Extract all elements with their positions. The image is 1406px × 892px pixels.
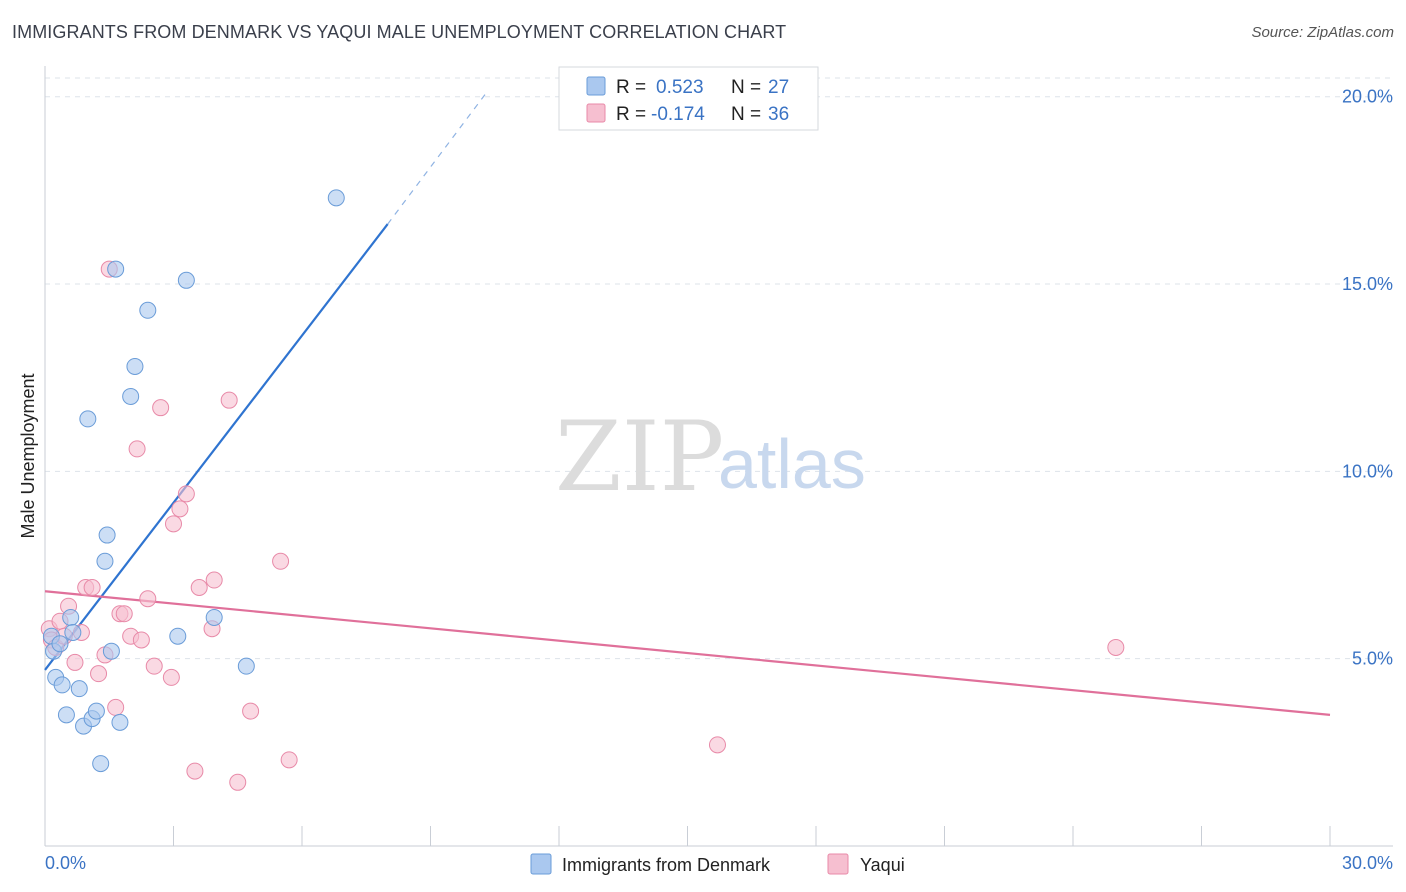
point-yaqui [229, 773, 247, 791]
point-yaqui [220, 391, 238, 409]
point-yaqui [186, 762, 204, 780]
point-yaqui [177, 485, 195, 503]
point-yaqui [83, 579, 101, 597]
point-yaqui [132, 631, 150, 649]
chart-title: IMMIGRANTS FROM DENMARK VS YAQUI MALE UN… [12, 22, 787, 42]
bottom-legend-label-denmark: Immigrants from Denmark [562, 855, 771, 875]
source-label: Source: ZipAtlas.com [1251, 24, 1394, 41]
legend-n-label-yaqui: N = [731, 104, 761, 125]
point-yaqui [145, 657, 163, 675]
legend-r-label-denmark: R = [616, 77, 646, 98]
point-yaqui [139, 590, 157, 608]
point-denmark [98, 526, 116, 544]
legend-n-label-denmark: N = [731, 77, 761, 98]
point-yaqui [162, 668, 180, 686]
legend-swatch-yaqui [586, 103, 606, 123]
watermark-zip: ZIP [555, 401, 724, 513]
trend-line-yaqui [44, 590, 1331, 716]
point-yaqui [152, 399, 170, 417]
point-denmark [126, 357, 144, 375]
y-tick-label: 5.0% [1352, 649, 1393, 669]
point-yaqui [66, 653, 84, 671]
y-tick-label: 15.0% [1342, 274, 1393, 294]
point-denmark [51, 635, 69, 653]
point-denmark [79, 410, 97, 428]
bottom-legend-label-yaqui: Yaqui [860, 855, 905, 875]
point-denmark [92, 755, 110, 773]
grid-lines [45, 77, 1393, 660]
bottom-legend-swatch-denmark [530, 853, 552, 875]
legend-n-value-denmark: 27 [768, 77, 789, 98]
point-denmark [237, 657, 255, 675]
point-yaqui [107, 698, 125, 716]
point-yaqui [272, 552, 290, 570]
point-denmark [205, 608, 223, 626]
point-yaqui [190, 579, 208, 597]
bottom-legend-swatch-yaqui [827, 853, 849, 875]
watermark-atlas: atlas [718, 425, 866, 503]
legend-swatch-denmark [586, 76, 606, 96]
trend-lines [44, 92, 1331, 716]
point-yaqui [205, 571, 223, 589]
point-yaqui [165, 515, 182, 533]
axes [44, 66, 1393, 847]
point-yaqui [242, 702, 260, 720]
legend-r-value-yaqui: -0.174 [651, 104, 705, 125]
tick-labels: 5.0% 10.0% 15.0% 20.0% 0.0% 30.0% [45, 87, 1393, 873]
trend-line-denmark [44, 223, 389, 671]
point-denmark [139, 301, 157, 319]
point-denmark [169, 627, 187, 645]
watermark: ZIP atlas [555, 401, 866, 513]
series-legend: Immigrants from Denmark Yaqui [530, 853, 905, 875]
data-points [40, 189, 1125, 791]
point-denmark [102, 642, 120, 660]
legend-r-label-yaqui: R = [616, 104, 646, 125]
point-denmark [87, 702, 105, 720]
point-denmark [177, 271, 195, 289]
correlation-legend: R = 0.523 N = 27 R = -0.174 N = 36 [558, 66, 819, 131]
legend-r-value-denmark: 0.523 [656, 77, 704, 98]
point-yaqui [128, 440, 146, 458]
point-yaqui [708, 736, 726, 754]
point-denmark [122, 387, 140, 405]
y-tick-label: 20.0% [1342, 87, 1393, 107]
y-tick-label: 10.0% [1342, 461, 1393, 481]
legend-n-value-yaqui: 36 [768, 104, 789, 125]
point-yaqui [90, 665, 108, 683]
point-yaqui [115, 605, 133, 623]
point-denmark [53, 676, 71, 694]
point-yaqui [171, 500, 189, 518]
y-axis-label: Male Unemployment [18, 373, 38, 538]
trend-line-denmark-extension [387, 92, 487, 225]
point-denmark [70, 680, 88, 698]
point-denmark [107, 260, 125, 278]
point-yaqui [1107, 638, 1125, 656]
point-yaqui [280, 751, 298, 769]
x-tick-label: 0.0% [45, 853, 86, 873]
point-denmark [57, 706, 75, 724]
point-denmark [62, 608, 80, 626]
x-tick-label: 30.0% [1342, 853, 1393, 873]
point-denmark [64, 623, 82, 641]
point-denmark [327, 189, 345, 207]
point-denmark [111, 713, 129, 731]
point-denmark [96, 552, 114, 570]
